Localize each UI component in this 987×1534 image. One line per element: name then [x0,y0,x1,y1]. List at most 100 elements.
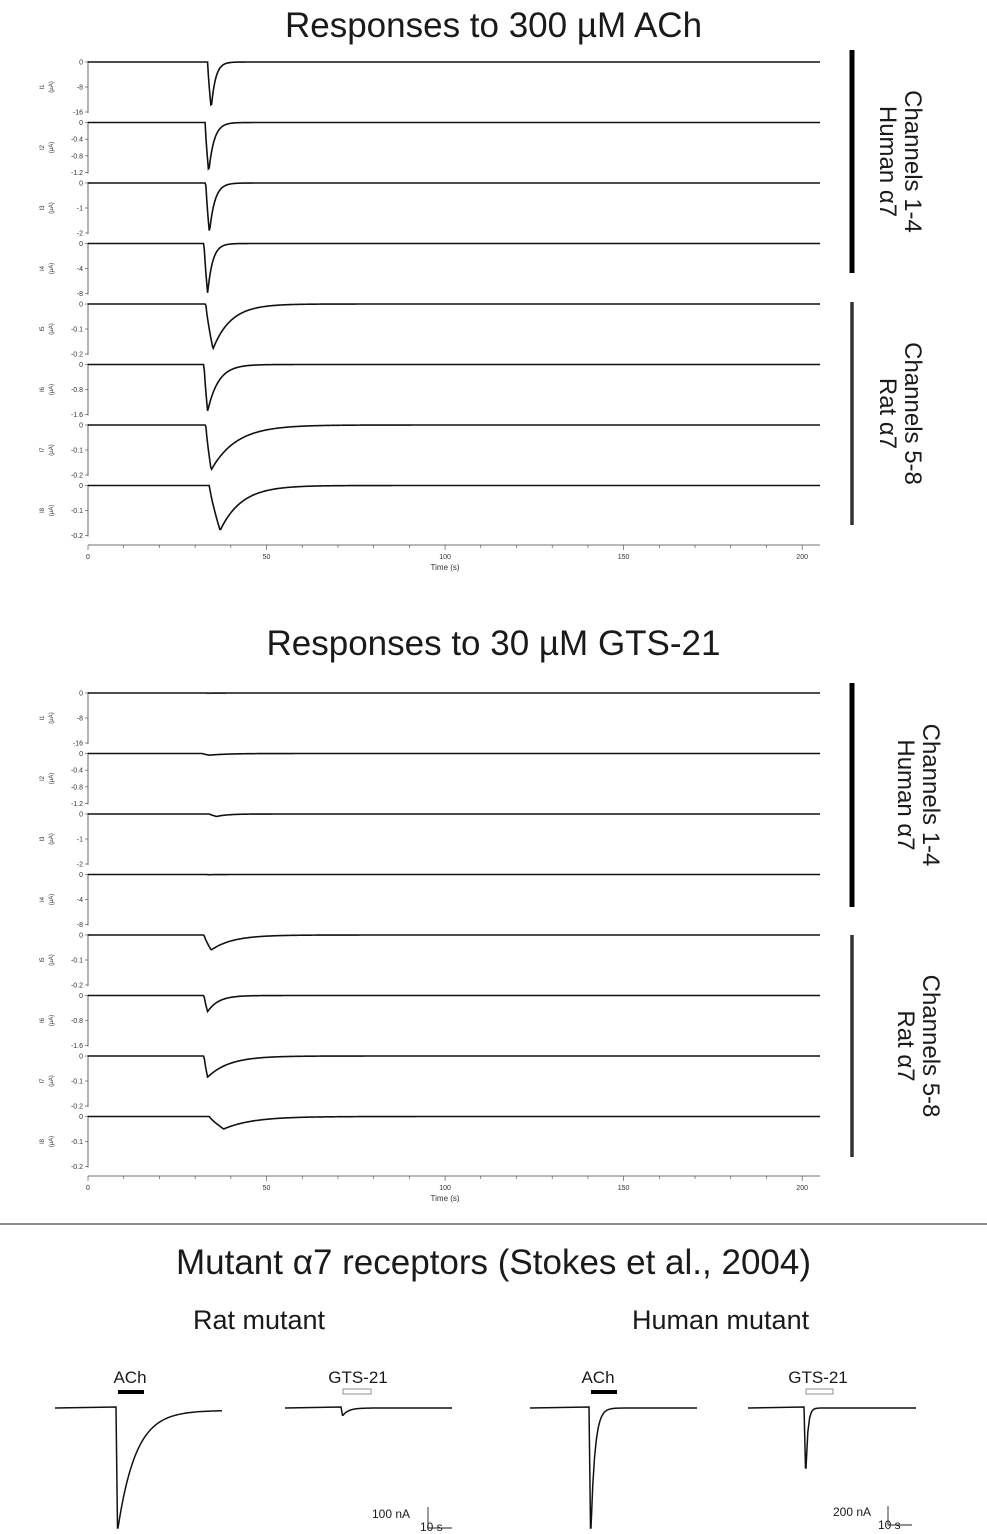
p1-group2-label: Channels 5-8 [899,342,926,485]
mutant-rat-ach-stimulus-bar [118,1390,144,1394]
p1-ch8-trace [88,486,820,530]
p1-ch8-unit: (µA) [49,505,55,516]
p1-ch8-ytick-label: -0.1 [71,508,83,515]
p2-ch1-ytick-label: -8 [77,716,83,723]
p2-ch6-ytick-label: 0 [79,993,83,1000]
p1-ch3-name: I3 [40,205,46,211]
p1-ch1-trace [88,62,820,105]
p2-ch8-trace [88,1117,820,1129]
p2-ch3-unit: (µA) [49,833,55,844]
p1-xtick-label: 0 [86,554,90,561]
p2-xlabel: Time (s) [431,1194,460,1203]
human-scalebar [888,1506,912,1525]
p1-ch7-ytick-label: -0.1 [71,448,83,455]
p1-ch6-unit: (µA) [49,384,55,395]
p1-ch3-ytick-label: -1 [77,206,83,213]
p1-ch5-trace [88,304,820,348]
p1-ch4-trace [88,244,820,293]
p2-ch5-name: I5 [40,957,46,963]
p1-ch2-ytick-label: -0.8 [71,153,83,160]
p1-ch8-name: I8 [40,507,46,513]
p1-ch1-ytick-label: 0 [79,60,83,67]
p2-ch4-unit: (µA) [49,894,55,905]
p2-ch7-ytick-label: 0 [79,1054,83,1061]
p1-ch1-ytick-label: -8 [77,85,83,92]
p1-ch4-ytick-label: -8 [77,291,83,298]
p1-ch7-ytick-label: -0.2 [71,473,83,480]
p1-ch3-unit: (µA) [49,202,55,213]
p1-xtick-label: 200 [796,554,808,561]
mutant-human-ach-trace [530,1407,697,1528]
p2-ch1-name: I1 [40,715,46,721]
p1-ch1-unit: (µA) [49,81,55,92]
p2-ch5-trace [88,935,820,950]
p1-group1-sublabel: Human α7 [874,106,901,217]
p1-ch7-ytick-label: 0 [79,423,83,430]
mutant-rat-gts21-trace [285,1407,452,1415]
rat-scalebar [428,1507,452,1528]
p2-ch4-ytick-label: -4 [77,897,83,904]
p2-ch7-name: I7 [40,1078,46,1084]
p2-ch8-ytick-label: -0.2 [71,1164,83,1171]
p2-ch1-unit: (µA) [49,712,55,723]
p1-ch6-name: I6 [40,386,46,392]
p1-group2-sublabel: Rat α7 [874,378,901,449]
p2-group1-sublabel: Human α7 [892,739,919,850]
p2-group2-sublabel: Rat α7 [892,1010,919,1081]
p1-ch6-ytick-label: 0 [79,362,83,369]
p2-group2-label: Channels 5-8 [917,975,944,1118]
p1-ch2-unit: (µA) [49,142,55,153]
p2-ch5-ytick-label: 0 [79,933,83,940]
p2-ch5-unit: (µA) [49,954,55,965]
p1-xlabel: Time (s) [431,563,460,572]
p1-ch3-ytick-label: 0 [79,181,83,188]
p1-ch5-name: I5 [40,326,46,332]
p2-xtick-label: 200 [796,1185,808,1192]
p1-ch5-ytick-label: -0.2 [71,352,83,359]
p2-xtick-label: 50 [263,1185,271,1192]
p2-ch4-ytick-label: 0 [79,872,83,879]
p1-ch4-name: I4 [40,265,46,271]
mutant-human-gts21-trace [748,1407,916,1468]
p2-ch3-trace [88,814,820,816]
p1-ch3-ytick-label: -2 [77,231,83,238]
p2-ch3-ytick-label: 0 [79,812,83,819]
p2-ch7-trace [88,1056,820,1077]
p2-ch6-ytick-label: -1.6 [71,1043,83,1050]
p2-group1-label: Channels 1-4 [917,724,944,867]
p2-xtick-label: 150 [618,1185,630,1192]
p1-ch7-trace [88,425,820,469]
p2-ch2-ytick-label: -0.8 [71,784,83,791]
p2-ch2-ytick-label: 0 [79,751,83,758]
p1-ch2-ytick-label: -0.4 [71,137,83,144]
p2-ch7-ytick-label: -0.2 [71,1104,83,1111]
p2-ch1-ytick-label: -16 [73,741,83,748]
p1-xtick-label: 150 [618,554,630,561]
p2-ch8-unit: (µA) [49,1136,55,1147]
p1-ch1-name: I1 [40,84,46,90]
p1-ch4-ytick-label: -4 [77,266,83,273]
p1-ch2-ytick-label: 0 [79,120,83,127]
p1-ch5-ytick-label: -0.1 [71,327,83,334]
p2-ch4-ytick-label: -8 [77,922,83,929]
p1-ch5-ytick-label: 0 [79,302,83,309]
p2-xtick-label: 0 [86,1185,90,1192]
p2-ch8-ytick-label: 0 [79,1114,83,1121]
p2-ch2-ytick-label: -1.2 [71,801,83,808]
p2-ch6-trace [88,996,820,1012]
p2-ch2-trace [88,754,820,756]
p1-ch4-unit: (µA) [49,263,55,274]
p1-group1-label: Channels 1-4 [899,90,926,233]
p1-ch6-ytick-label: -0.8 [71,387,83,394]
p1-ch7-unit: (µA) [49,444,55,455]
p1-xtick-label: 100 [439,554,451,561]
p1-ch5-unit: (µA) [49,323,55,334]
p2-ch3-ytick-label: -1 [77,837,83,844]
p1-ch2-trace [88,123,820,169]
p2-ch7-unit: (µA) [49,1075,55,1086]
p2-ch6-unit: (µA) [49,1015,55,1026]
mutant-human-gts21-stimulus-bar [806,1389,833,1394]
p2-ch4-name: I4 [40,896,46,902]
p1-ch8-ytick-label: 0 [79,483,83,490]
